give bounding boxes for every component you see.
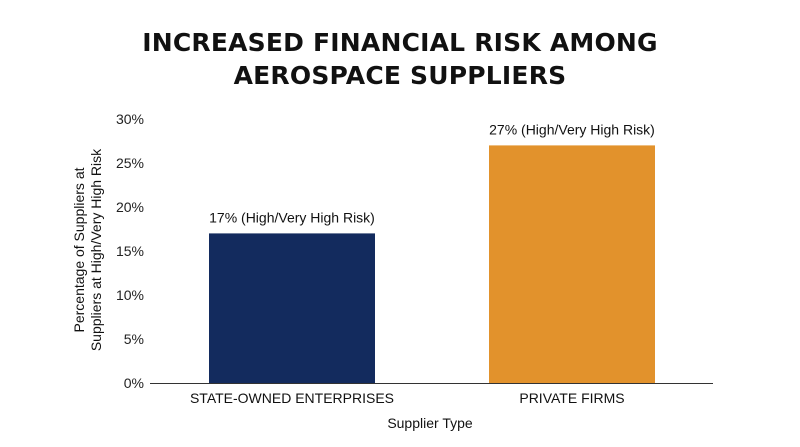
chart-title-line-1: INCREASED FINANCIAL RISK AMONG	[142, 28, 658, 57]
bar	[489, 145, 655, 383]
bar	[209, 233, 375, 383]
bars	[209, 145, 655, 383]
y-tick-label: 20%	[116, 199, 144, 215]
y-axis-title-line-2: Suppliers at High/Very High Risk	[88, 148, 104, 351]
x-axis-categories: STATE-OWNED ENTERPRISES PRIVATE FIRMS	[190, 390, 625, 406]
chart-title-line-2: AEROSPACE SUPPLIERS	[233, 61, 567, 90]
data-labels: 17% (High/Very High Risk) 27% (High/Very …	[209, 121, 655, 225]
y-tick-label: 30%	[116, 111, 144, 127]
data-label: 17% (High/Very High Risk)	[209, 209, 375, 225]
y-axis-title-line-1: Percentage of Suppliers at	[71, 167, 87, 332]
y-axis-title: Percentage of Suppliers at Suppliers at …	[71, 148, 104, 351]
data-label: 27% (High/Very High Risk)	[489, 121, 655, 137]
y-axis-ticks: 0% 5% 10% 15% 20% 25% 30%	[116, 111, 144, 391]
y-tick-label: 15%	[116, 243, 144, 259]
y-tick-label: 25%	[116, 155, 144, 171]
chart-title: INCREASED FINANCIAL RISK AMONG AEROSPACE…	[0, 26, 800, 92]
y-tick-label: 5%	[124, 331, 144, 347]
y-tick-label: 10%	[116, 287, 144, 303]
x-axis-title: Supplier Type	[387, 415, 473, 431]
x-category-label: STATE-OWNED ENTERPRISES	[190, 390, 394, 406]
x-category-label: PRIVATE FIRMS	[519, 390, 624, 406]
y-tick-label: 0%	[124, 375, 144, 391]
